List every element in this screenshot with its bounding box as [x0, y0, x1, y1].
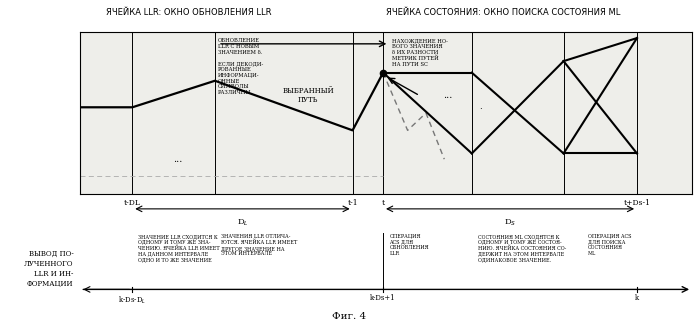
Text: t-DL: t-DL [124, 199, 140, 207]
Text: ЯЧЕЙКА СОСТОЯНИЯ: ОКНО ПОИСКА СОСТОЯНИЯ ML: ЯЧЕЙКА СОСТОЯНИЯ: ОКНО ПОИСКА СОСТОЯНИЯ … [386, 8, 621, 17]
Text: ОПЕРАЦИЯ
ACS ДЛЯ
ОБНОВЛЕНИЯ
LLR: ОПЕРАЦИЯ ACS ДЛЯ ОБНОВЛЕНИЯ LLR [389, 234, 429, 256]
Text: t: t [382, 199, 384, 207]
Text: ...: ... [173, 155, 183, 164]
Text: t-1: t-1 [347, 199, 358, 207]
Text: СОСТОЯНИЯ ML СХОДЯТСЯ К
ОДНОМУ И ТОМУ ЖЕ СОСТОЯ-
НИЮ. ЯЧЕЙКА СОСТОЯНИЯ СО-
ДЕРЖИ: СОСТОЯНИЯ ML СХОДЯТСЯ К ОДНОМУ И ТОМУ ЖЕ… [478, 234, 566, 262]
Text: ОБНОВЛЕНИЕ
LLR С НОВЫМ
ЗНАЧЕНИЕМ δ.

ЕСЛИ ДЕКОДИ-
РОВАННЫЕ
ИНФОРМАЦИ-
ОННЫЕ
СИМВ: ОБНОВЛЕНИЕ LLR С НОВЫМ ЗНАЧЕНИЕМ δ. ЕСЛИ… [218, 38, 264, 95]
Text: k-Ds-D$_L$: k-Ds-D$_L$ [118, 294, 147, 306]
Text: ЗНАЧЕНИЕ LLR СХОДИТСЯ К
ОДНОМУ И ТОМУ ЖЕ ЗНА-
ЧЕНИЮ. ЯЧЕЙКА LLR ИМЕЕТ
НА ДАННОМ : ЗНАЧЕНИЕ LLR СХОДИТСЯ К ОДНОМУ И ТОМУ ЖЕ… [138, 234, 220, 262]
Text: ...: ... [442, 91, 452, 100]
Text: D$_L$: D$_L$ [236, 217, 248, 228]
Text: ВЫВОД ПО-
ЛУЧЕННОГО
LLR И ИН-
ФОРМАЦИИ: ВЫВОД ПО- ЛУЧЕННОГО LLR И ИН- ФОРМАЦИИ [24, 250, 73, 288]
Text: k-Ds+1: k-Ds+1 [370, 294, 396, 302]
Text: НАХОЖДЕНИЕ НО-
ВОГО ЗНАЧЕНИЯ
δ ИХ РАЗНОСТИ
МЕТРИК ПУТЕЙ
НА ПУТИ SC: НАХОЖДЕНИЕ НО- ВОГО ЗНАЧЕНИЯ δ ИХ РАЗНОС… [392, 38, 448, 67]
Text: D$_S$: D$_S$ [504, 217, 517, 228]
Text: ЯЧЕЙКА LLR: ОКНО ОБНОВЛЕНИЯ LLR: ЯЧЕЙКА LLR: ОКНО ОБНОВЛЕНИЯ LLR [106, 8, 271, 17]
Text: t+Ds-1: t+Ds-1 [624, 199, 651, 207]
Text: ОПЕРАЦИЯ ACS
ДЛЯ ПОИСКА
СОСТОЯНИЯ
ML: ОПЕРАЦИЯ ACS ДЛЯ ПОИСКА СОСТОЯНИЯ ML [588, 234, 631, 256]
Text: Фиг. 4: Фиг. 4 [333, 312, 366, 321]
Text: .: . [480, 103, 482, 111]
Text: ЗНАЧЕНИЯ LLR ОТЛИЧА-
ЮТСЯ. ЯЧЕЙКА LLR ИМЕЕТ
ДРУГОЕ ЗНАЧЕНИЕ НА
ЭТОМ ИНТЕРВАЛЕ: ЗНАЧЕНИЯ LLR ОТЛИЧА- ЮТСЯ. ЯЧЕЙКА LLR ИМ… [221, 234, 297, 256]
Text: k: k [635, 294, 639, 302]
Text: ВЫБРАННЫЙ
ПУТЬ: ВЫБРАННЫЙ ПУТЬ [282, 87, 334, 104]
